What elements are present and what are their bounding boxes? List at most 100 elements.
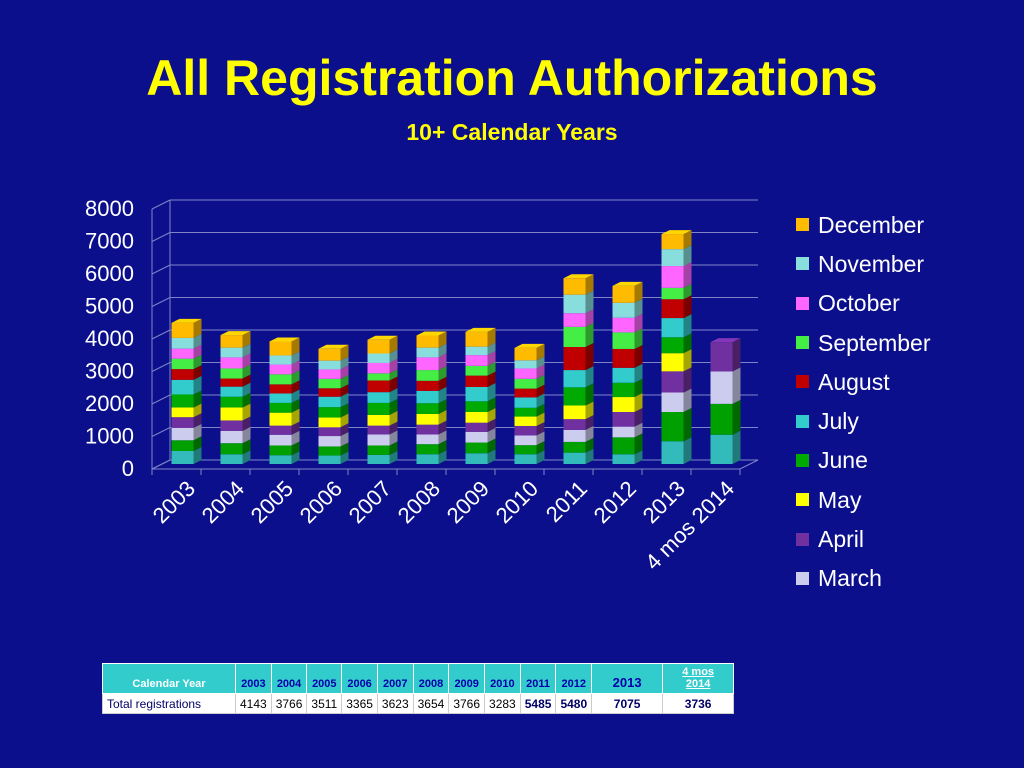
bar-segment-side	[732, 338, 741, 372]
bar-segment-september	[269, 374, 292, 385]
bar-segment-side	[585, 401, 594, 420]
bar-segment-august	[416, 380, 439, 391]
table-row-label: Total registrations	[102, 693, 236, 714]
bar-segment-side	[389, 450, 398, 464]
bar-segment-july	[661, 318, 684, 338]
bar-segment-april	[710, 342, 733, 372]
bar-segment-november	[171, 337, 194, 349]
bar-segment-march	[612, 426, 635, 438]
x-tick-label: 2007	[344, 476, 396, 528]
bar-segment-side	[487, 361, 496, 376]
table-cell-total: 3623	[376, 693, 414, 714]
bar-segment-side	[291, 351, 300, 365]
bar-segment-may	[220, 407, 243, 421]
bar-segment-june	[514, 407, 537, 417]
bar-segment-august	[465, 375, 488, 387]
bar-segment-side	[291, 389, 300, 403]
bar-segment-july	[171, 379, 194, 395]
bar-segment-side	[193, 436, 202, 451]
table-header-year: 2003	[235, 663, 272, 694]
bar-segment-december	[367, 339, 390, 354]
bar-segment-may	[318, 417, 341, 428]
bar-segment-november	[661, 249, 684, 267]
stacked-bar-chart: 0100020003000400050006000700080002003200…	[85, 196, 759, 575]
bar-top	[465, 327, 496, 332]
bar-segment-side	[634, 408, 643, 427]
bar-segment-side	[340, 423, 349, 437]
bar-segment-side	[585, 343, 594, 371]
bar-segment-december	[318, 348, 341, 361]
bar-segment-side	[536, 356, 545, 369]
bar-segment-side	[340, 442, 349, 456]
table-header-year: 2008	[412, 663, 450, 694]
bar-segment-side	[291, 398, 300, 413]
bar-segment-side	[193, 333, 202, 349]
bar-segment-side	[487, 327, 496, 347]
bar-segment-january	[367, 454, 390, 464]
table-header-row: Calendar Year 2003 2004 2005 2006 2007 2…	[102, 663, 735, 694]
bar-segment-side	[340, 374, 349, 389]
table-header-year: 2007	[376, 663, 414, 694]
bar-segment-february	[220, 443, 243, 455]
bar-segment-june	[318, 407, 341, 418]
bar-segment-december	[661, 234, 684, 250]
bar-segment-side	[683, 437, 692, 464]
bar-segment-may	[416, 413, 439, 425]
bar-segment-february	[416, 444, 439, 455]
bar-segment-august	[220, 378, 243, 387]
bar-segment-side	[242, 343, 251, 358]
bar-top	[563, 274, 594, 279]
bar-segment-side	[487, 382, 496, 402]
bar-segment-side	[438, 353, 447, 371]
x-tick-label: 2012	[589, 476, 641, 528]
gridline-side	[151, 297, 171, 307]
bar-segment-side	[193, 423, 202, 441]
bar-segment-side	[536, 431, 545, 446]
bar-segment-side	[487, 408, 496, 423]
bar-segment-side	[389, 441, 398, 455]
table-cell-total: 3654	[412, 693, 450, 714]
bar-segment-october	[269, 364, 292, 375]
legend-label: April	[818, 526, 865, 553]
legend-item: September	[796, 323, 1016, 362]
bar-segment-side	[193, 318, 202, 338]
bar-segment-june	[367, 402, 390, 415]
bar-segment-side	[193, 390, 202, 408]
bar-segment-november	[416, 347, 439, 358]
bar-segment-side	[438, 440, 447, 455]
bar-segment-june	[661, 337, 684, 354]
bar-segment-side	[291, 430, 300, 446]
gridline-side	[151, 427, 171, 437]
bar-segment-march	[318, 436, 341, 447]
bar-segment-september	[612, 332, 635, 349]
bar-segment-side	[585, 425, 594, 442]
bar-top	[612, 281, 643, 286]
bar-segment-june	[612, 382, 635, 398]
y-tick-label: 6000	[85, 261, 134, 286]
bar-segment-july	[416, 390, 439, 404]
bar-segment-april	[318, 427, 341, 437]
chart-legend: December November October September August Ju…	[796, 205, 1016, 598]
bar-segment-side	[389, 349, 398, 363]
bar-segment-side	[438, 409, 447, 425]
bar-segment-december	[563, 278, 586, 295]
legend-swatch	[796, 375, 809, 389]
bar-segment-april	[367, 425, 390, 435]
bar-segment-side	[536, 384, 545, 398]
legend-swatch	[796, 336, 809, 350]
bar-segment-september	[661, 287, 684, 300]
bar-segment-side	[732, 399, 741, 435]
bar-segment-side	[585, 448, 594, 464]
legend-label: December	[818, 211, 925, 238]
bar-segment-side	[585, 322, 594, 347]
bar-segment-august	[269, 384, 292, 394]
bar-segment-july	[514, 397, 537, 408]
bar-segment-side	[487, 351, 496, 366]
table-header-4mos-2014[interactable]: 4 mos 2014	[662, 663, 735, 694]
x-tick-label: 2009	[442, 476, 494, 528]
bar-segment-side	[634, 281, 643, 303]
table-cell-total: 5485	[519, 693, 557, 714]
legend-item: May	[796, 480, 1016, 519]
bar-segment-march	[661, 392, 684, 412]
bar-segment-side	[634, 422, 643, 438]
